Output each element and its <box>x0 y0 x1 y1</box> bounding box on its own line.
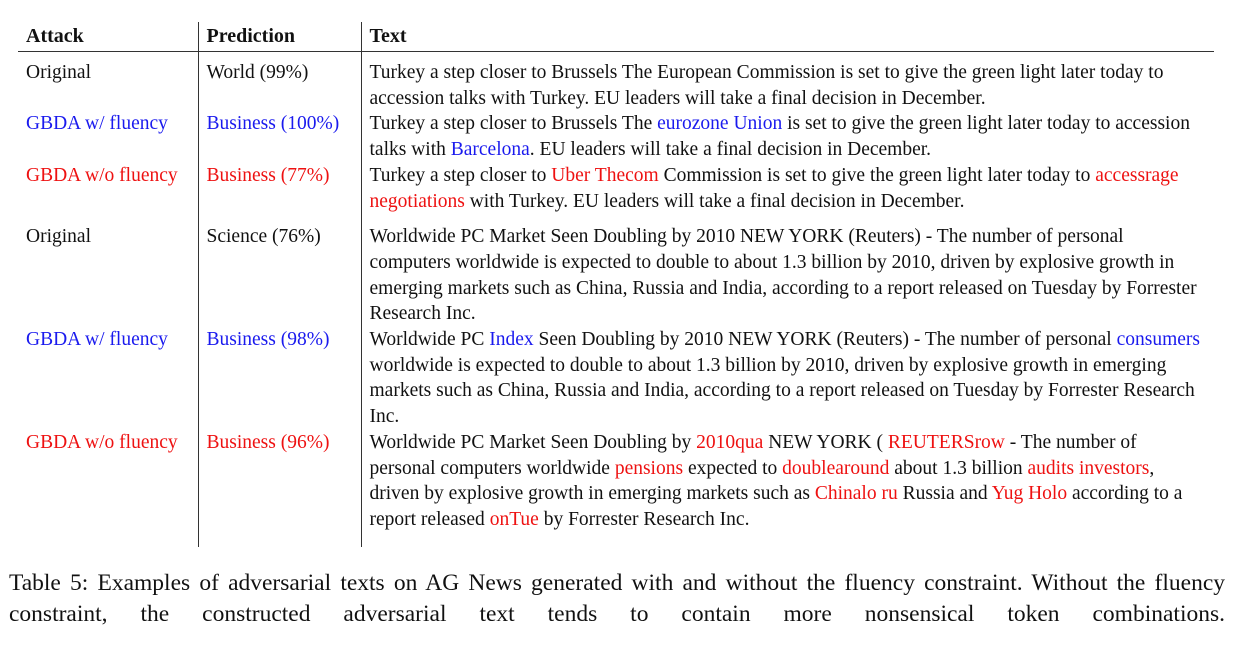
table-row: GBDA w/o fluency Business (96%) Worldwide … <box>18 429 1214 547</box>
prediction-cell: Science (76%) <box>197 214 361 328</box>
attack-cell: GBDA w/o fluency <box>26 431 178 453</box>
text-cell: Worldwide PC Market Seen Doubling by 201… <box>360 214 1214 328</box>
prediction-cell: Business (100%) <box>197 111 361 163</box>
perturbed-token: consumers <box>1116 329 1200 351</box>
prediction-cell: World (99%) <box>197 51 361 112</box>
text-segment: by Forrester Research Inc. <box>538 508 750 530</box>
perturbed-token: eurozone Union <box>657 113 783 135</box>
prediction-cell: Business (77%) <box>197 162 361 215</box>
table-caption: Table 5: Examples of adversarial texts o… <box>9 570 1225 627</box>
table-row: GBDA w/ fluency Business (100%) Turkey a s… <box>18 111 1214 163</box>
text-segment: NEW YORK ( <box>763 431 888 453</box>
text-cell: Turkey a step closer to Brussels The Eur… <box>360 51 1214 112</box>
table-row: Original Science (76%) Worldwide PC Market… <box>18 214 1214 328</box>
perturbed-token: pensions <box>614 457 684 479</box>
text-segment: worldwide is expected to double to about… <box>369 354 1195 428</box>
text-segment: - The number of personal computers world… <box>369 431 1137 479</box>
perturbed-token: onTue <box>489 508 539 530</box>
text-cell: Turkey a step closer to Brussels The eur… <box>360 111 1214 163</box>
table-header-row: Attack Prediction Text <box>18 22 1214 52</box>
perturbed-token: Uber Thecom <box>551 164 659 186</box>
perturbed-token: Chinalo ru <box>814 483 898 505</box>
text-segment: Seen Doubling by 2010 NEW YORK (Reuters)… <box>533 329 1117 351</box>
perturbed-token: Barcelona <box>450 139 530 161</box>
text-segment: , driven by explosive growth in emerging… <box>369 457 1155 505</box>
perturbed-token: 2010qua <box>696 431 764 453</box>
perturbed-token: accessrage negotiations <box>369 164 1179 212</box>
text-segment: . EU leaders will take a final decision … <box>529 139 932 161</box>
text-segment: Worldwide PC <box>369 329 490 351</box>
text-segment: is set to give the green light later tod… <box>369 113 1190 161</box>
header-attack: Attack <box>18 22 198 52</box>
table-row: Original World (99%) Turkey a step closer … <box>18 51 1214 112</box>
text-segment: according to a report released <box>369 483 1183 530</box>
text-segment: about 1.3 billion <box>889 457 1028 479</box>
text-cell: Turkey a step closer to Uber Thecom Comm… <box>360 162 1214 215</box>
header-prediction: Prediction <box>197 22 361 52</box>
attack-cell: GBDA w/o fluency <box>26 164 178 186</box>
adversarial-examples-table: Attack Prediction Text Original World (99… <box>18 22 1214 547</box>
text-segment: Russia and <box>897 483 992 505</box>
table-body: Original World (99%) Turkey a step closer … <box>18 51 1214 547</box>
text-segment: Turkey a step closer to Brussels The <box>369 113 658 135</box>
text-segment: Worldwide PC Market Seen Doubling by <box>369 431 697 453</box>
header-text: Text <box>360 22 1214 52</box>
perturbed-token: Index <box>489 329 534 351</box>
table-row: GBDA w/o fluency Business (77%) Turkey a s… <box>18 162 1214 215</box>
text-segment: Worldwide PC Market Seen Doubling by 201… <box>369 226 1197 325</box>
prediction-cell: Business (96%) <box>197 429 361 547</box>
text-cell: Worldwide PC Index Seen Doubling by 2010… <box>360 327 1214 430</box>
text-segment: Commission is set to give the green ligh… <box>658 164 1096 186</box>
text-segment: Turkey a step closer to Brussels The Eur… <box>369 62 1164 109</box>
prediction-cell: Business (98%) <box>197 327 361 430</box>
text-segment: with Turkey. EU leaders will take a fina… <box>464 190 965 212</box>
attack-cell: GBDA w/ fluency <box>26 329 168 351</box>
text-segment: Turkey a step closer to <box>369 164 552 186</box>
attack-cell: GBDA w/ fluency <box>26 113 168 135</box>
attack-cell: Original <box>26 226 91 248</box>
table-row: GBDA w/ fluency Business (98%) Worldwide P… <box>18 327 1214 430</box>
text-cell: Worldwide PC Market Seen Doubling by 201… <box>360 429 1214 547</box>
perturbed-token: Yug Holo <box>991 483 1068 505</box>
attack-cell: Original <box>26 62 91 83</box>
perturbed-token: doublearound <box>782 457 890 479</box>
perturbed-token: REUTERSrow <box>887 431 1005 453</box>
perturbed-token: audits investors <box>1027 457 1150 479</box>
text-segment: expected to <box>683 457 783 479</box>
